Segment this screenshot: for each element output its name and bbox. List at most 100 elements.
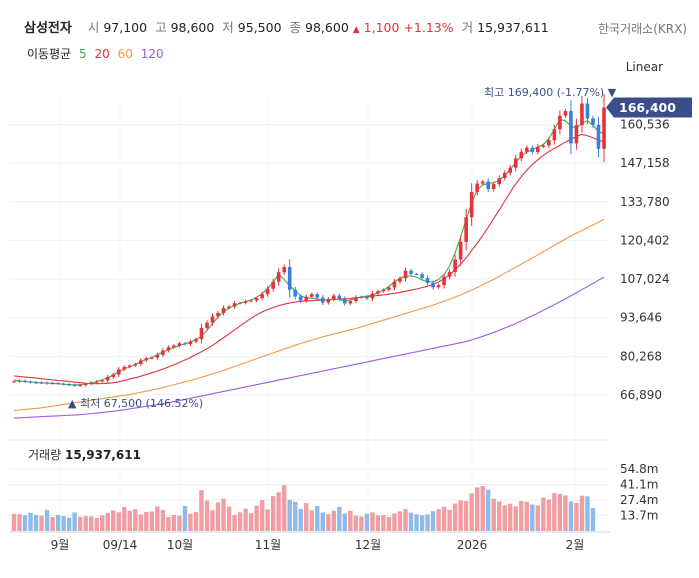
volume-bar [386,516,392,531]
volume-tick-label: 54.8m [620,462,658,476]
candle-body [359,296,364,298]
volume-bar [149,511,155,531]
volume-bar [458,500,463,531]
volume-bar [320,512,325,531]
volume-current: 15,937,611 [65,448,141,462]
volume-bar [100,515,105,531]
candle-body [50,383,55,385]
ma60-legend[interactable]: 60 [117,47,133,61]
candle-body [552,129,557,141]
candle-body [28,381,33,383]
volume-bar [265,509,270,531]
candle-body [210,316,215,323]
ma60-line [13,218,605,412]
candle-body [194,339,198,342]
x-tick-label: 2월 [566,538,585,552]
volume-bar [66,517,72,531]
volume-bar [105,513,110,531]
high-value: 98,600 [170,20,215,35]
candle-body [61,383,66,385]
volume-bar [221,498,226,531]
price-tick-label: 93,646 [620,311,662,325]
volume-bar [315,505,320,531]
candle-body [183,343,187,345]
candle-body [469,191,474,218]
volume-bar [293,501,298,531]
volume-bar [144,511,149,531]
volume-bar [61,516,66,531]
volume-bar [530,504,535,531]
volume-bar [33,514,39,531]
volume-bar [155,506,160,531]
volume-bar [17,514,22,531]
candle-body [260,294,264,299]
volume-bar [127,510,132,531]
candle-body [238,302,242,304]
open-label: 시 [87,20,100,35]
volume-bar [11,513,17,531]
ma5-legend[interactable]: 5 [79,47,87,61]
candle-body [78,385,82,387]
volume-bar [50,517,55,531]
volume-bar [94,517,99,531]
x-tick-label: 11월 [255,538,281,552]
exchange-label: 한국거래소(KRX) [598,22,687,36]
volume-bar [425,514,430,531]
candle-body [105,377,110,381]
volume-bar [331,510,337,531]
price-tick-label: 160,536 [620,118,670,132]
candle-body [45,382,49,384]
x-tick-label: 2026 [457,538,488,552]
volume-bar [193,511,199,531]
volume-bar [397,511,403,531]
volume-bar [28,512,33,531]
low-label: 저 [222,20,234,35]
candle-body [172,345,176,348]
price-tick-label: 147,158 [620,156,670,170]
candle-body [376,291,380,294]
quote-header: 삼성전자 시 97,100 고 98,600 저 95,500 종 98,600… [24,17,549,36]
volume-bar [72,512,77,531]
volume-bar [535,505,541,531]
candle-body [309,294,314,297]
stock-name[interactable]: 삼성전자 [24,21,72,36]
volume-bar [226,506,232,531]
candle-body [354,297,358,302]
volume-bar [469,493,474,531]
volume-title: 거래량 [28,448,61,462]
volume-bar [83,516,88,531]
volume-tick-label: 27.4m [620,493,658,507]
candle-body [348,301,353,304]
volume-tick-label: 13.7m [620,509,658,523]
candle-body [23,380,27,382]
candle-body [409,270,413,274]
ma120-legend[interactable]: 120 [140,47,164,61]
candle-body [387,287,391,290]
ma20-legend[interactable]: 20 [94,47,110,61]
price-tick-label: 107,024 [620,272,670,286]
volume-bar [568,501,574,531]
volume-bar [188,513,193,531]
volume-bar [116,512,121,531]
candle-body [558,115,562,130]
volume-bar [419,515,425,531]
ma120-line [13,276,605,419]
scale-label: Linear [625,60,663,74]
scale-toggle[interactable]: Linear [626,60,663,74]
candle-body [563,111,568,116]
volume-bar [270,496,276,531]
volume-bar [480,485,485,531]
volume-bar [55,515,61,531]
candle-body [34,382,38,384]
price-tick-label: 66,890 [620,388,662,402]
volume-bar [44,509,50,531]
volume-bar [171,515,177,531]
volume-bar [304,503,309,531]
candle-body [94,381,99,383]
current-price-badge [606,97,692,118]
candle-body [480,181,485,184]
close-label: 종 [289,20,302,35]
volume-bar [337,506,342,531]
candle-body [326,299,331,303]
